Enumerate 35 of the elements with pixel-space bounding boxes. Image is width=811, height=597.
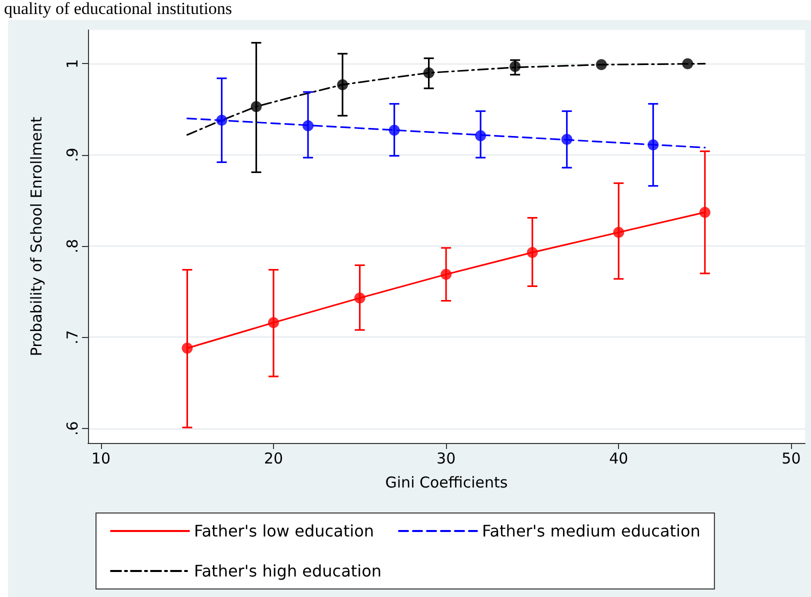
point [268,317,280,328]
point [682,58,694,70]
x-tick-label: 10 [91,450,110,468]
y-tick-label: 1 [64,58,82,69]
point [216,114,228,126]
point [354,292,366,304]
point [648,139,659,150]
point [510,60,521,72]
point [388,124,400,136]
y-tick-label: .8 [64,238,82,254]
x-tick-label: 20 [264,450,284,468]
point [337,79,348,90]
point [526,246,538,258]
point [596,59,607,70]
x-tick-label: 40 [609,450,628,468]
legend-label: Father's high education [194,562,382,580]
y-axis-title: Probability of School Enrollment [28,116,46,356]
y-tick-label: .9 [64,148,82,162]
point [302,120,314,132]
x-tick-label: 30 [436,450,456,468]
x-tick-label: 50 [782,450,801,468]
legend-label: Father's low education [194,522,374,540]
point [475,130,486,142]
x-axis-title: Gini Coefficients [385,474,508,492]
point [699,206,710,218]
point [561,134,572,145]
y-tick-label: .7 [64,330,82,344]
chart-title: quality of educational institutions [4,0,232,18]
point [440,268,452,280]
point [423,67,434,78]
point [613,226,624,238]
legend-label: Father's medium education [482,522,700,540]
point [250,101,262,112]
y-tick-label: .6 [64,421,82,436]
point [182,342,193,354]
